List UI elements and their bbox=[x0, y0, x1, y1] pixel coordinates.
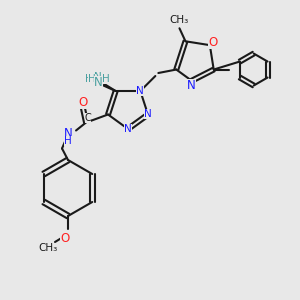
Text: N: N bbox=[94, 72, 101, 82]
Text: N: N bbox=[94, 76, 103, 88]
Text: H: H bbox=[102, 74, 110, 84]
Text: N: N bbox=[144, 110, 152, 119]
Text: H: H bbox=[85, 74, 93, 84]
Text: CH₃: CH₃ bbox=[170, 15, 189, 25]
Text: H: H bbox=[103, 74, 110, 84]
Text: CH₃: CH₃ bbox=[38, 243, 58, 253]
Text: N: N bbox=[136, 86, 144, 96]
Text: H: H bbox=[88, 74, 95, 84]
Text: O: O bbox=[208, 36, 218, 49]
Text: N: N bbox=[64, 127, 72, 140]
Text: N: N bbox=[187, 79, 196, 92]
Text: N: N bbox=[124, 124, 132, 134]
Text: O: O bbox=[78, 96, 88, 109]
Text: O: O bbox=[60, 232, 70, 244]
Text: C: C bbox=[85, 113, 92, 124]
Text: H: H bbox=[64, 136, 72, 146]
